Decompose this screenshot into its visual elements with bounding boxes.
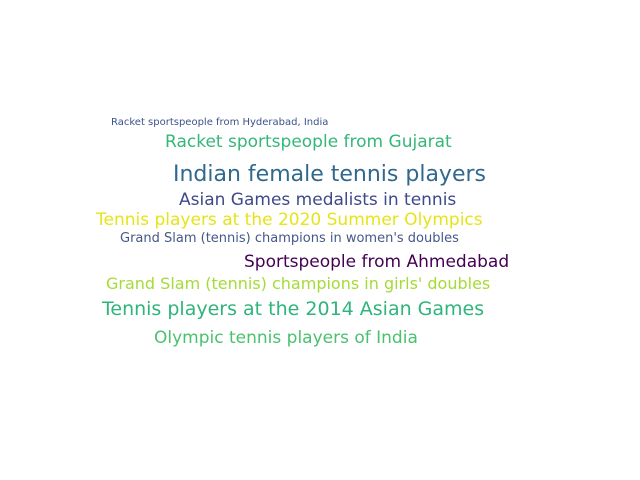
word-cloud-term: Grand Slam (tennis) champions in women's… (120, 231, 459, 246)
word-cloud-term: Racket sportspeople from Hyderabad, Indi… (111, 117, 329, 128)
word-cloud-term: Tennis players at the 2020 Summer Olympi… (96, 210, 483, 230)
word-cloud-term: Tennis players at the 2014 Asian Games (102, 298, 485, 320)
word-cloud-term: Grand Slam (tennis) champions in girls' … (106, 274, 491, 293)
word-cloud-term: Racket sportspeople from Gujarat (165, 132, 452, 152)
word-cloud-term: Asian Games medalists in tennis (179, 190, 457, 210)
word-cloud-term: Indian female tennis players (173, 162, 486, 187)
word-cloud-term: Olympic tennis players of India (154, 328, 418, 348)
word-cloud-term: Sportspeople from Ahmedabad (244, 252, 510, 272)
